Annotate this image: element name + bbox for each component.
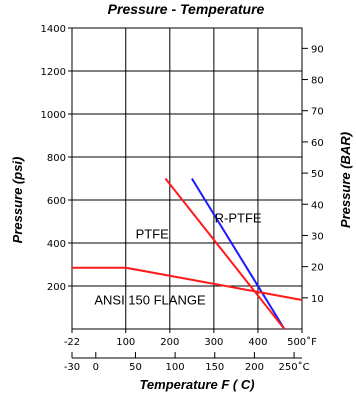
x-tick-label: 200 xyxy=(160,337,179,348)
x2-tick-label: 150 xyxy=(205,362,224,373)
x2-tick-label: 250˚C xyxy=(279,361,310,373)
y-tick-label: 1200 xyxy=(41,67,66,78)
y-tick-label: 800 xyxy=(47,153,66,164)
x-gridlines xyxy=(71,28,303,333)
x-axis-title: Temperature F ( C) xyxy=(139,377,254,392)
label-ptfe: PTFE xyxy=(136,227,170,242)
x2-tick-label: 200 xyxy=(245,362,264,373)
y2-tick-label: 70 xyxy=(311,107,324,118)
x-tick-label: 100 xyxy=(116,337,135,348)
x2-tick-label: 0 xyxy=(93,362,99,373)
x2-tick-label: -30 xyxy=(64,362,80,373)
x-tick-label: 300 xyxy=(204,337,223,348)
x2-tick-label: 50 xyxy=(129,362,142,373)
y2-tick-label: 80 xyxy=(311,76,324,87)
x2-tick-label: 100 xyxy=(166,362,185,373)
y-tick-label: 400 xyxy=(47,239,66,250)
y-tick-label: 600 xyxy=(47,196,66,207)
y-tick-label: 200 xyxy=(47,282,66,293)
x-tick-label: -22 xyxy=(64,337,80,348)
x-tick-labels: -22 100 200 300 400 500˚F xyxy=(64,336,317,348)
series-line-r-ptfe xyxy=(190,177,286,330)
y2-tick-label: 40 xyxy=(311,200,324,211)
y2-tick-label: 90 xyxy=(311,44,324,55)
x-tick-label: 500˚F xyxy=(287,336,317,348)
y-axis-title: Pressure (psi) xyxy=(10,157,25,244)
series-lines xyxy=(72,177,303,330)
chart-title: Pressure - Temperature xyxy=(108,1,265,17)
y2-tick-labels: 10 20 30 40 50 60 70 80 90 xyxy=(302,44,324,305)
series-line-ansi-150-flange xyxy=(72,266,303,301)
series-line-ptfe xyxy=(164,177,286,330)
series-annotations: R-PTFE PTFE ANSI 150 FLANGE xyxy=(94,211,262,308)
y-tick-label: 1400 xyxy=(41,24,66,35)
y2-tick-label: 30 xyxy=(311,231,324,242)
y2-axis-title: Pressure (BAR) xyxy=(338,132,353,228)
x-tick-label: 400 xyxy=(248,337,267,348)
label-ansi-150-flange: ANSI 150 FLANGE xyxy=(94,292,206,307)
y-tick-labels: 200 400 600 800 1000 1200 1400 xyxy=(41,24,66,293)
plot-frame xyxy=(71,27,303,330)
y-gridlines xyxy=(68,27,302,287)
x2-tick-labels: -30 0 50 100 150 200 250˚C xyxy=(64,352,310,373)
y2-tick-label: 50 xyxy=(311,169,324,180)
y2-tick-label: 20 xyxy=(311,263,324,274)
label-r-ptfe: R-PTFE xyxy=(215,211,262,226)
y2-tick-label: 10 xyxy=(311,294,324,305)
y-tick-label: 1000 xyxy=(41,110,66,121)
y2-tick-label: 60 xyxy=(311,138,324,149)
